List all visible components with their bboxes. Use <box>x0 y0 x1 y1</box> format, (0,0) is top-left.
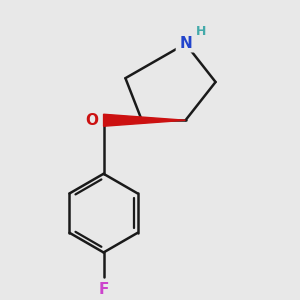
Text: F: F <box>98 282 109 297</box>
Polygon shape <box>103 114 185 126</box>
FancyBboxPatch shape <box>176 35 195 52</box>
FancyBboxPatch shape <box>81 112 102 129</box>
FancyBboxPatch shape <box>95 281 112 297</box>
FancyBboxPatch shape <box>193 23 209 40</box>
Text: O: O <box>85 113 98 128</box>
Text: H: H <box>196 25 206 38</box>
Text: N: N <box>179 36 192 51</box>
